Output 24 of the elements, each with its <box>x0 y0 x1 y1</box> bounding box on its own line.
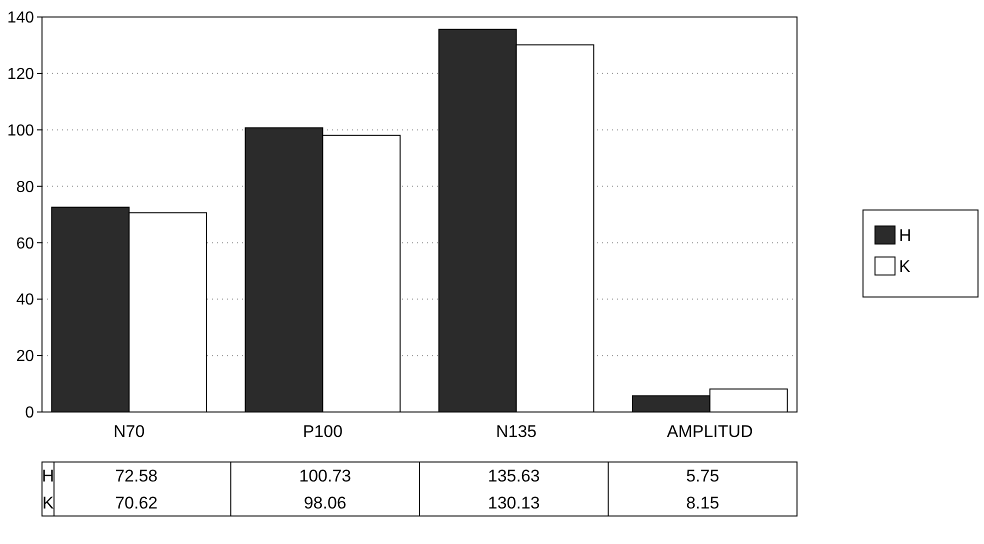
legend-label: K <box>899 256 911 276</box>
data-label: 100.73 <box>299 466 352 486</box>
x-tick-label: P100 <box>302 422 343 441</box>
y-tick-label: 60 <box>16 235 34 252</box>
data-label: 70.62 <box>115 493 158 512</box>
x-tick-label: N70 <box>114 422 145 441</box>
y-tick-label: 140 <box>7 10 34 27</box>
y-tick-label: 0 <box>25 404 34 422</box>
y-tick-label: 40 <box>16 292 34 309</box>
data-label: 130.13 <box>488 493 540 512</box>
x-tick-label: AMPLITUD <box>666 422 753 441</box>
y-tick-label: 20 <box>16 348 34 366</box>
text: H <box>42 466 54 486</box>
y-tick-label: 80 <box>16 178 34 196</box>
data-label: 98.06 <box>304 493 346 512</box>
y-tick-label: 100 <box>7 122 34 140</box>
legend-label: H <box>899 226 912 245</box>
data-label: 5.75 <box>686 466 720 486</box>
text: K <box>42 493 54 512</box>
y-tick-label: 120 <box>7 66 34 84</box>
data-label: 8.15 <box>686 493 720 512</box>
data-label: 135.63 <box>488 466 540 486</box>
x-tick-label: N135 <box>496 422 537 441</box>
data-label: 72.58 <box>115 466 158 486</box>
